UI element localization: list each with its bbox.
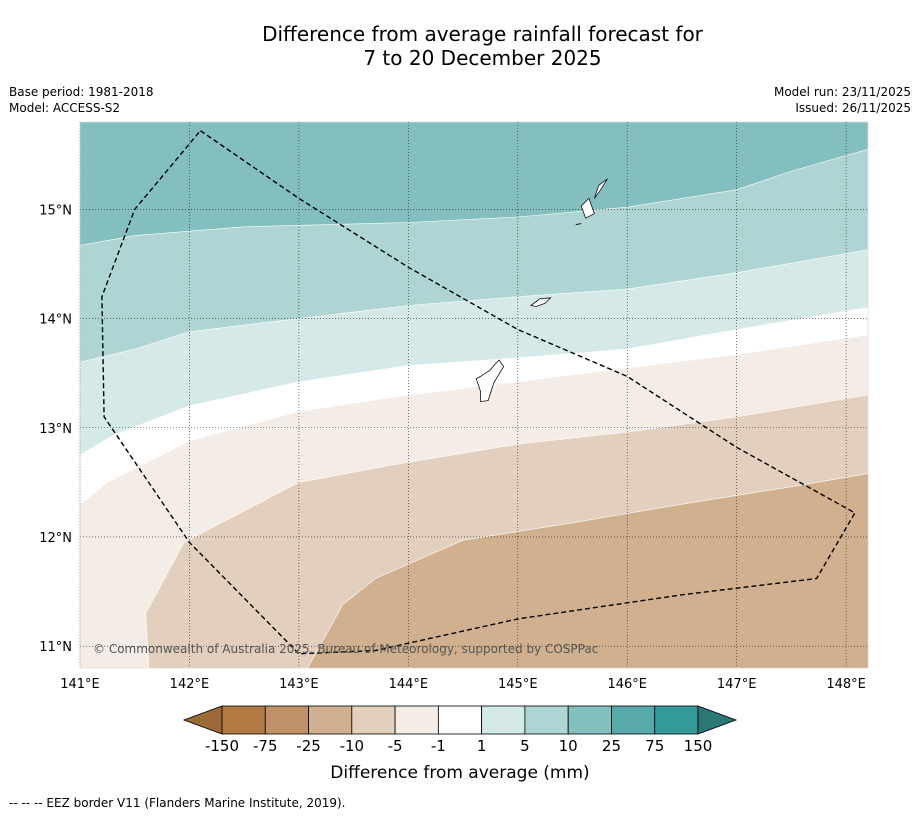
colorbar-swatch-9 [611, 705, 656, 735]
colorbar-swatch-0 [221, 705, 266, 735]
chart-title: Difference from average rainfall forecas… [0, 22, 919, 70]
x-tick-label-3: 144°E [389, 677, 429, 692]
colorbar-tick-6: 1 [477, 737, 487, 755]
y-tick-label-2: 13°N [39, 422, 72, 437]
plot-frame [79, 121, 869, 669]
colorbar-swatch-2 [308, 705, 353, 735]
title-line-1: Difference from average rainfall forecas… [262, 22, 703, 46]
meta-left: Base period: 1981-2018 Model: ACCESS-S2 [9, 84, 154, 116]
colorbar-tick-0: -150 [205, 737, 239, 755]
colorbar-tick-8: 10 [559, 737, 578, 755]
colorbar-swatch-10 [654, 705, 699, 735]
copyright-text: © Commonwealth of Australia 2025, Bureau… [93, 642, 598, 656]
colorbar-tick-4: -5 [388, 737, 403, 755]
x-tick-label-5: 146°E [607, 677, 647, 692]
island-fragment [575, 223, 582, 226]
y-tick-label-0: 11°N [39, 640, 72, 655]
colorbar-tick-3: -10 [340, 737, 365, 755]
eez-footer-note: -- -- -- EEZ border V11 (Flanders Marine… [9, 796, 346, 810]
meta-right: Model run: 23/11/2025 Issued: 26/11/2025 [774, 84, 911, 116]
x-tick-label-6: 147°E [717, 677, 757, 692]
model-run: Model run: 23/11/2025 [773, 85, 911, 99]
colorbar-extend-high [697, 705, 738, 735]
colorbar-extend-low [182, 705, 223, 735]
issued-date: Issued: 26/11/2025 [795, 101, 911, 115]
colorbar-tick-9: 25 [602, 737, 621, 755]
colorbar-tick-2: -25 [296, 737, 321, 755]
y-tick-label-1: 12°N [39, 531, 72, 546]
colorbar-swatch-5 [437, 705, 483, 735]
x-tick-label-4: 145°E [498, 677, 538, 692]
island-2 [580, 197, 595, 219]
colorbar-swatch-4 [394, 705, 439, 735]
colorbar-tick-1: -75 [253, 737, 278, 755]
colorbar-swatch-6 [481, 705, 526, 735]
title-line-2: 7 to 20 December 2025 [363, 46, 602, 70]
colorbar-swatch-1 [264, 705, 309, 735]
island-0 [475, 359, 505, 403]
colorbar-label: Difference from average (mm) [330, 763, 589, 783]
colorbar-tick-7: 5 [520, 737, 530, 755]
base-period: Base period: 1981-2018 [9, 85, 154, 99]
colorbar-tick-10: 75 [645, 737, 664, 755]
x-tick-label-7: 148°E [826, 677, 866, 692]
x-tick-label-2: 143°E [279, 677, 319, 692]
x-tick-label-0: 141°E [60, 677, 100, 692]
colorbar-tick-11: 150 [684, 737, 713, 755]
colorbar-swatch-8 [567, 705, 612, 735]
model-name: Model: ACCESS-S2 [9, 101, 121, 115]
colorbar-swatch-3 [351, 705, 396, 735]
y-tick-label-3: 14°N [39, 313, 72, 328]
island-3 [594, 178, 608, 199]
eez-border-line [101, 130, 856, 655]
island-1 [529, 297, 552, 307]
x-tick-label-1: 142°E [170, 677, 210, 692]
colorbar-swatch-7 [524, 705, 569, 735]
colorbar-tick-5: -1 [431, 737, 446, 755]
y-tick-label-4: 15°N [39, 203, 72, 218]
